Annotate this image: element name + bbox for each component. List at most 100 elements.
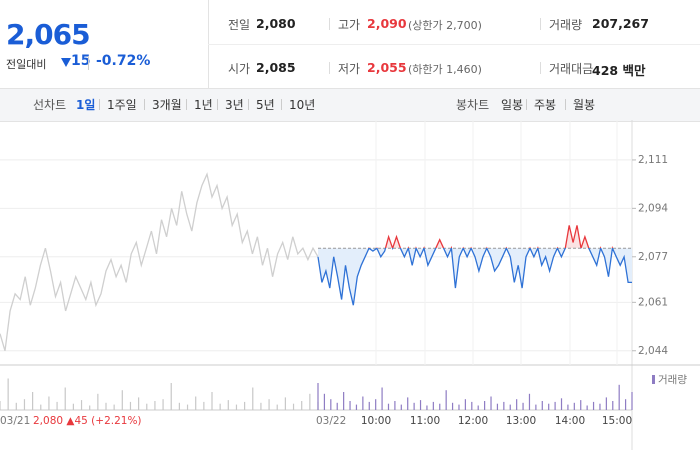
volume-bar	[522, 402, 524, 410]
volume-bar	[355, 404, 358, 410]
volume-bar	[170, 383, 172, 410]
divider	[248, 99, 249, 110]
volume-bar	[260, 402, 262, 410]
volume-bar	[162, 399, 164, 410]
stat-value: 2,085	[256, 60, 296, 75]
volume-bar	[612, 401, 614, 410]
volume-bar	[301, 401, 303, 410]
legend-label: 거래량	[658, 374, 687, 386]
volume-bar	[56, 401, 58, 410]
tab-label: 선차트	[33, 98, 67, 112]
volume-bar	[138, 397, 140, 410]
y-tick-label: 2,111	[638, 154, 668, 166]
volume-bar	[129, 401, 132, 410]
period-tab[interactable]: 3년	[225, 98, 244, 112]
volume-bar	[631, 392, 633, 410]
x-label: 11:00	[410, 415, 440, 427]
volume-bar	[211, 392, 213, 410]
volume-bar	[292, 403, 295, 410]
volume-bar	[336, 402, 338, 410]
volume-bar	[516, 399, 518, 410]
divider	[88, 56, 89, 70]
volume-bar	[586, 405, 588, 410]
volume-bar	[554, 401, 556, 410]
volume-bar	[413, 402, 415, 410]
stat-value: 428 백만	[592, 63, 646, 78]
stat-label: 거래대금	[549, 62, 594, 76]
divider	[217, 99, 218, 110]
volume-bar	[7, 378, 9, 410]
volume-bar	[0, 401, 1, 410]
volume-bar	[605, 397, 607, 410]
divider	[186, 99, 187, 110]
volume-bar	[426, 405, 428, 410]
volume-bar	[381, 387, 383, 410]
stat-value: 2,055	[367, 60, 407, 75]
volume-bar	[618, 384, 620, 410]
volume-bar	[48, 396, 50, 410]
stat-value: 207,267	[592, 16, 649, 31]
volume-bar	[72, 403, 74, 410]
stat-value: 2,080	[256, 16, 296, 31]
volume-bar	[375, 399, 377, 410]
volume-bar	[113, 404, 115, 410]
volume-bar	[368, 401, 370, 410]
current-price: 2,065	[6, 18, 91, 51]
volume-bar	[509, 404, 511, 410]
stat-label: 저가	[338, 62, 361, 76]
volume-bar	[432, 401, 434, 410]
volume-bar	[349, 401, 351, 410]
period-tab[interactable]: 1주일	[107, 98, 137, 112]
divider	[540, 18, 541, 30]
price-line	[0, 172, 319, 351]
volume-bar	[471, 401, 473, 410]
volume-bar	[496, 403, 499, 410]
volume-bar	[268, 399, 270, 410]
volume-bar	[573, 402, 575, 410]
divider	[329, 62, 330, 74]
stat-label: 전일	[228, 18, 251, 32]
volume-bar	[80, 400, 83, 410]
volume-bar	[97, 393, 99, 410]
volume-bar	[323, 393, 326, 410]
volume-bar	[439, 403, 441, 410]
candle-tab[interactable]: 월봉	[573, 98, 596, 112]
y-tick-label: 2,094	[638, 202, 668, 214]
period-tab[interactable]: 10년	[289, 98, 316, 112]
period-tab[interactable]: 3개월	[152, 98, 182, 112]
divider	[281, 99, 282, 110]
volume-bar	[252, 387, 254, 410]
candle-tab[interactable]: 주봉	[534, 98, 557, 112]
volume-bar	[227, 400, 229, 410]
volume-bar	[276, 404, 278, 410]
volume-bar	[203, 401, 205, 410]
volume-bar	[244, 401, 246, 410]
chart: 2,111 2,094 2,077 2,061 2,044 거래량 03/21 2,080 ▲…	[0, 120, 700, 450]
volume-bar	[23, 399, 26, 410]
prev-summary: 2,080 ▲45 (+2.21%)	[33, 415, 142, 427]
period-tab[interactable]: 1년	[194, 98, 213, 112]
legend-swatch	[652, 375, 655, 384]
divider	[99, 99, 100, 110]
stat-note: (상한가 2,700)	[408, 19, 482, 32]
volume-bar	[560, 398, 563, 410]
period-tab[interactable]: 1일	[76, 98, 96, 112]
volume-bar	[451, 402, 454, 410]
volume-bar	[528, 393, 531, 410]
volume-bar	[445, 390, 447, 410]
x-label: 10:00	[361, 415, 391, 427]
volume-bar	[64, 387, 66, 410]
period-tab[interactable]: 5년	[256, 98, 275, 112]
volume-bar	[387, 403, 390, 410]
volume-bar	[15, 402, 17, 410]
down-icon	[61, 58, 71, 67]
candle-tab[interactable]: 일봉	[501, 98, 524, 112]
volume-bar	[541, 401, 543, 410]
divider	[144, 99, 145, 110]
change: 15	[71, 53, 91, 69]
x-label: 03/21	[0, 415, 30, 427]
volume-bar	[548, 403, 550, 410]
volume-bar	[343, 392, 345, 410]
x-label: 12:00	[458, 415, 488, 427]
